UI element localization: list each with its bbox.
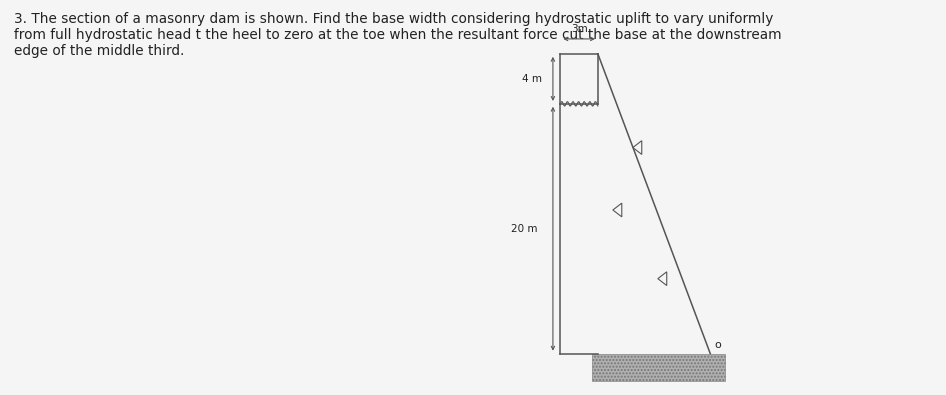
Text: o: o [714, 340, 721, 350]
Text: 4 m: 4 m [521, 74, 542, 84]
Text: 3m: 3m [570, 24, 587, 34]
Polygon shape [591, 354, 726, 381]
Text: 20 m: 20 m [512, 224, 538, 234]
Text: 3. The section of a masonry dam is shown. Find the base width considering hydros: 3. The section of a masonry dam is shown… [14, 12, 781, 58]
